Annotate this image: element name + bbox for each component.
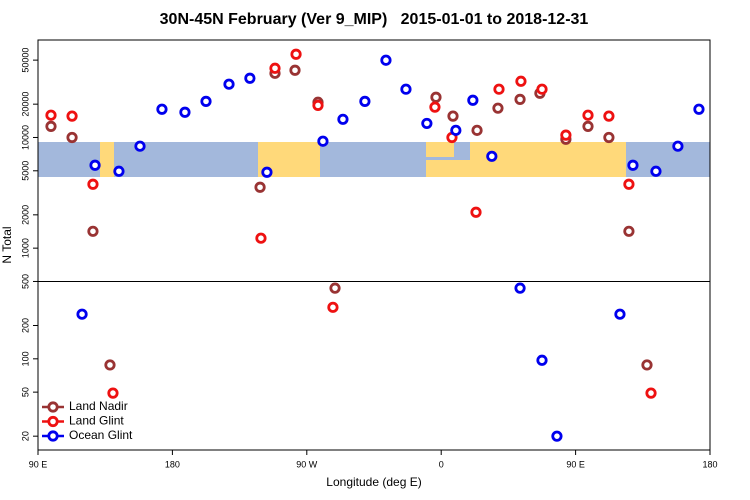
point [45,109,57,121]
point [582,109,594,121]
series [45,48,657,399]
point [104,359,116,371]
point [290,48,302,60]
point [429,101,441,113]
x-axis-label: Longitude (deg E) [326,475,421,489]
point [603,131,615,144]
point [603,110,615,122]
chart-title: 30N-45N February (Ver 9_MIP) 2015-01-01 … [160,11,589,28]
point [450,124,462,136]
point [255,232,267,244]
land-band [100,142,114,177]
x-tick-label: 180 [165,459,180,469]
x-tick-label: 180 [702,459,717,469]
map-band [38,142,710,177]
point [447,110,459,122]
x-tick-label: 90 W [296,459,318,469]
legend-label: Land Glint [69,414,124,428]
legend-marker [47,415,59,428]
point [627,159,639,171]
point [645,387,657,399]
point [317,135,329,147]
point [470,206,482,218]
point [289,64,301,76]
point [156,103,168,115]
point [641,359,653,371]
point [467,94,479,106]
y-tick-label: 50 [20,387,30,397]
point [244,72,256,84]
y-tick-label: 10000 [20,125,30,150]
point [337,113,349,125]
y-tick-label: 20 [20,431,30,441]
point [200,95,212,107]
y-tick-label: 500 [20,274,30,289]
y-tick-label: 1000 [20,238,30,258]
x-tick-label: 90 E [29,459,48,469]
point [623,178,635,190]
point [179,106,191,118]
point [254,181,266,193]
point [400,83,412,95]
y-tick-label: 2000 [20,205,30,225]
y-tick-label: 20000 [20,92,30,117]
point [327,301,339,313]
point [623,225,635,237]
point [471,124,483,136]
x-tick-label: 0 [439,459,444,469]
point [329,282,341,294]
point [421,117,433,130]
point [223,78,235,90]
point [134,140,146,152]
plot-frame [37,39,711,451]
y-tick-label: 50000 [20,48,30,73]
point [66,131,78,144]
y-tick-label: 5000 [20,161,30,181]
land-band [426,142,454,157]
point [614,308,626,320]
point [515,75,527,87]
point [87,178,99,190]
point [312,99,324,111]
y-tick-label: 100 [20,351,30,366]
point [359,95,371,107]
point [269,62,281,74]
point [430,91,442,103]
point [87,225,99,237]
point [261,166,273,178]
point [486,150,498,162]
series [45,64,653,371]
point [113,165,125,177]
point [582,120,594,132]
point [76,308,88,320]
point [89,159,101,171]
point [536,83,548,95]
point [45,120,57,132]
y-axis-label: N Total [0,226,14,263]
point [650,165,662,177]
legend-marker [47,401,59,413]
legend-label: Land Nadir [69,399,128,413]
point [107,387,119,399]
legend-label: Ocean Glint [69,428,133,442]
point [380,54,392,66]
land-band [470,142,626,160]
point [551,430,563,442]
y-tick-label: 200 [20,318,30,333]
point [693,103,705,115]
point [514,93,526,105]
point [536,354,548,366]
point [493,83,505,95]
point [672,140,684,152]
point [514,282,526,294]
legend-marker [47,430,59,442]
x-tick-label: 90 E [566,459,585,469]
series [76,54,705,442]
point [66,110,78,122]
point [560,129,572,141]
land-band [426,160,626,177]
point [492,102,504,114]
